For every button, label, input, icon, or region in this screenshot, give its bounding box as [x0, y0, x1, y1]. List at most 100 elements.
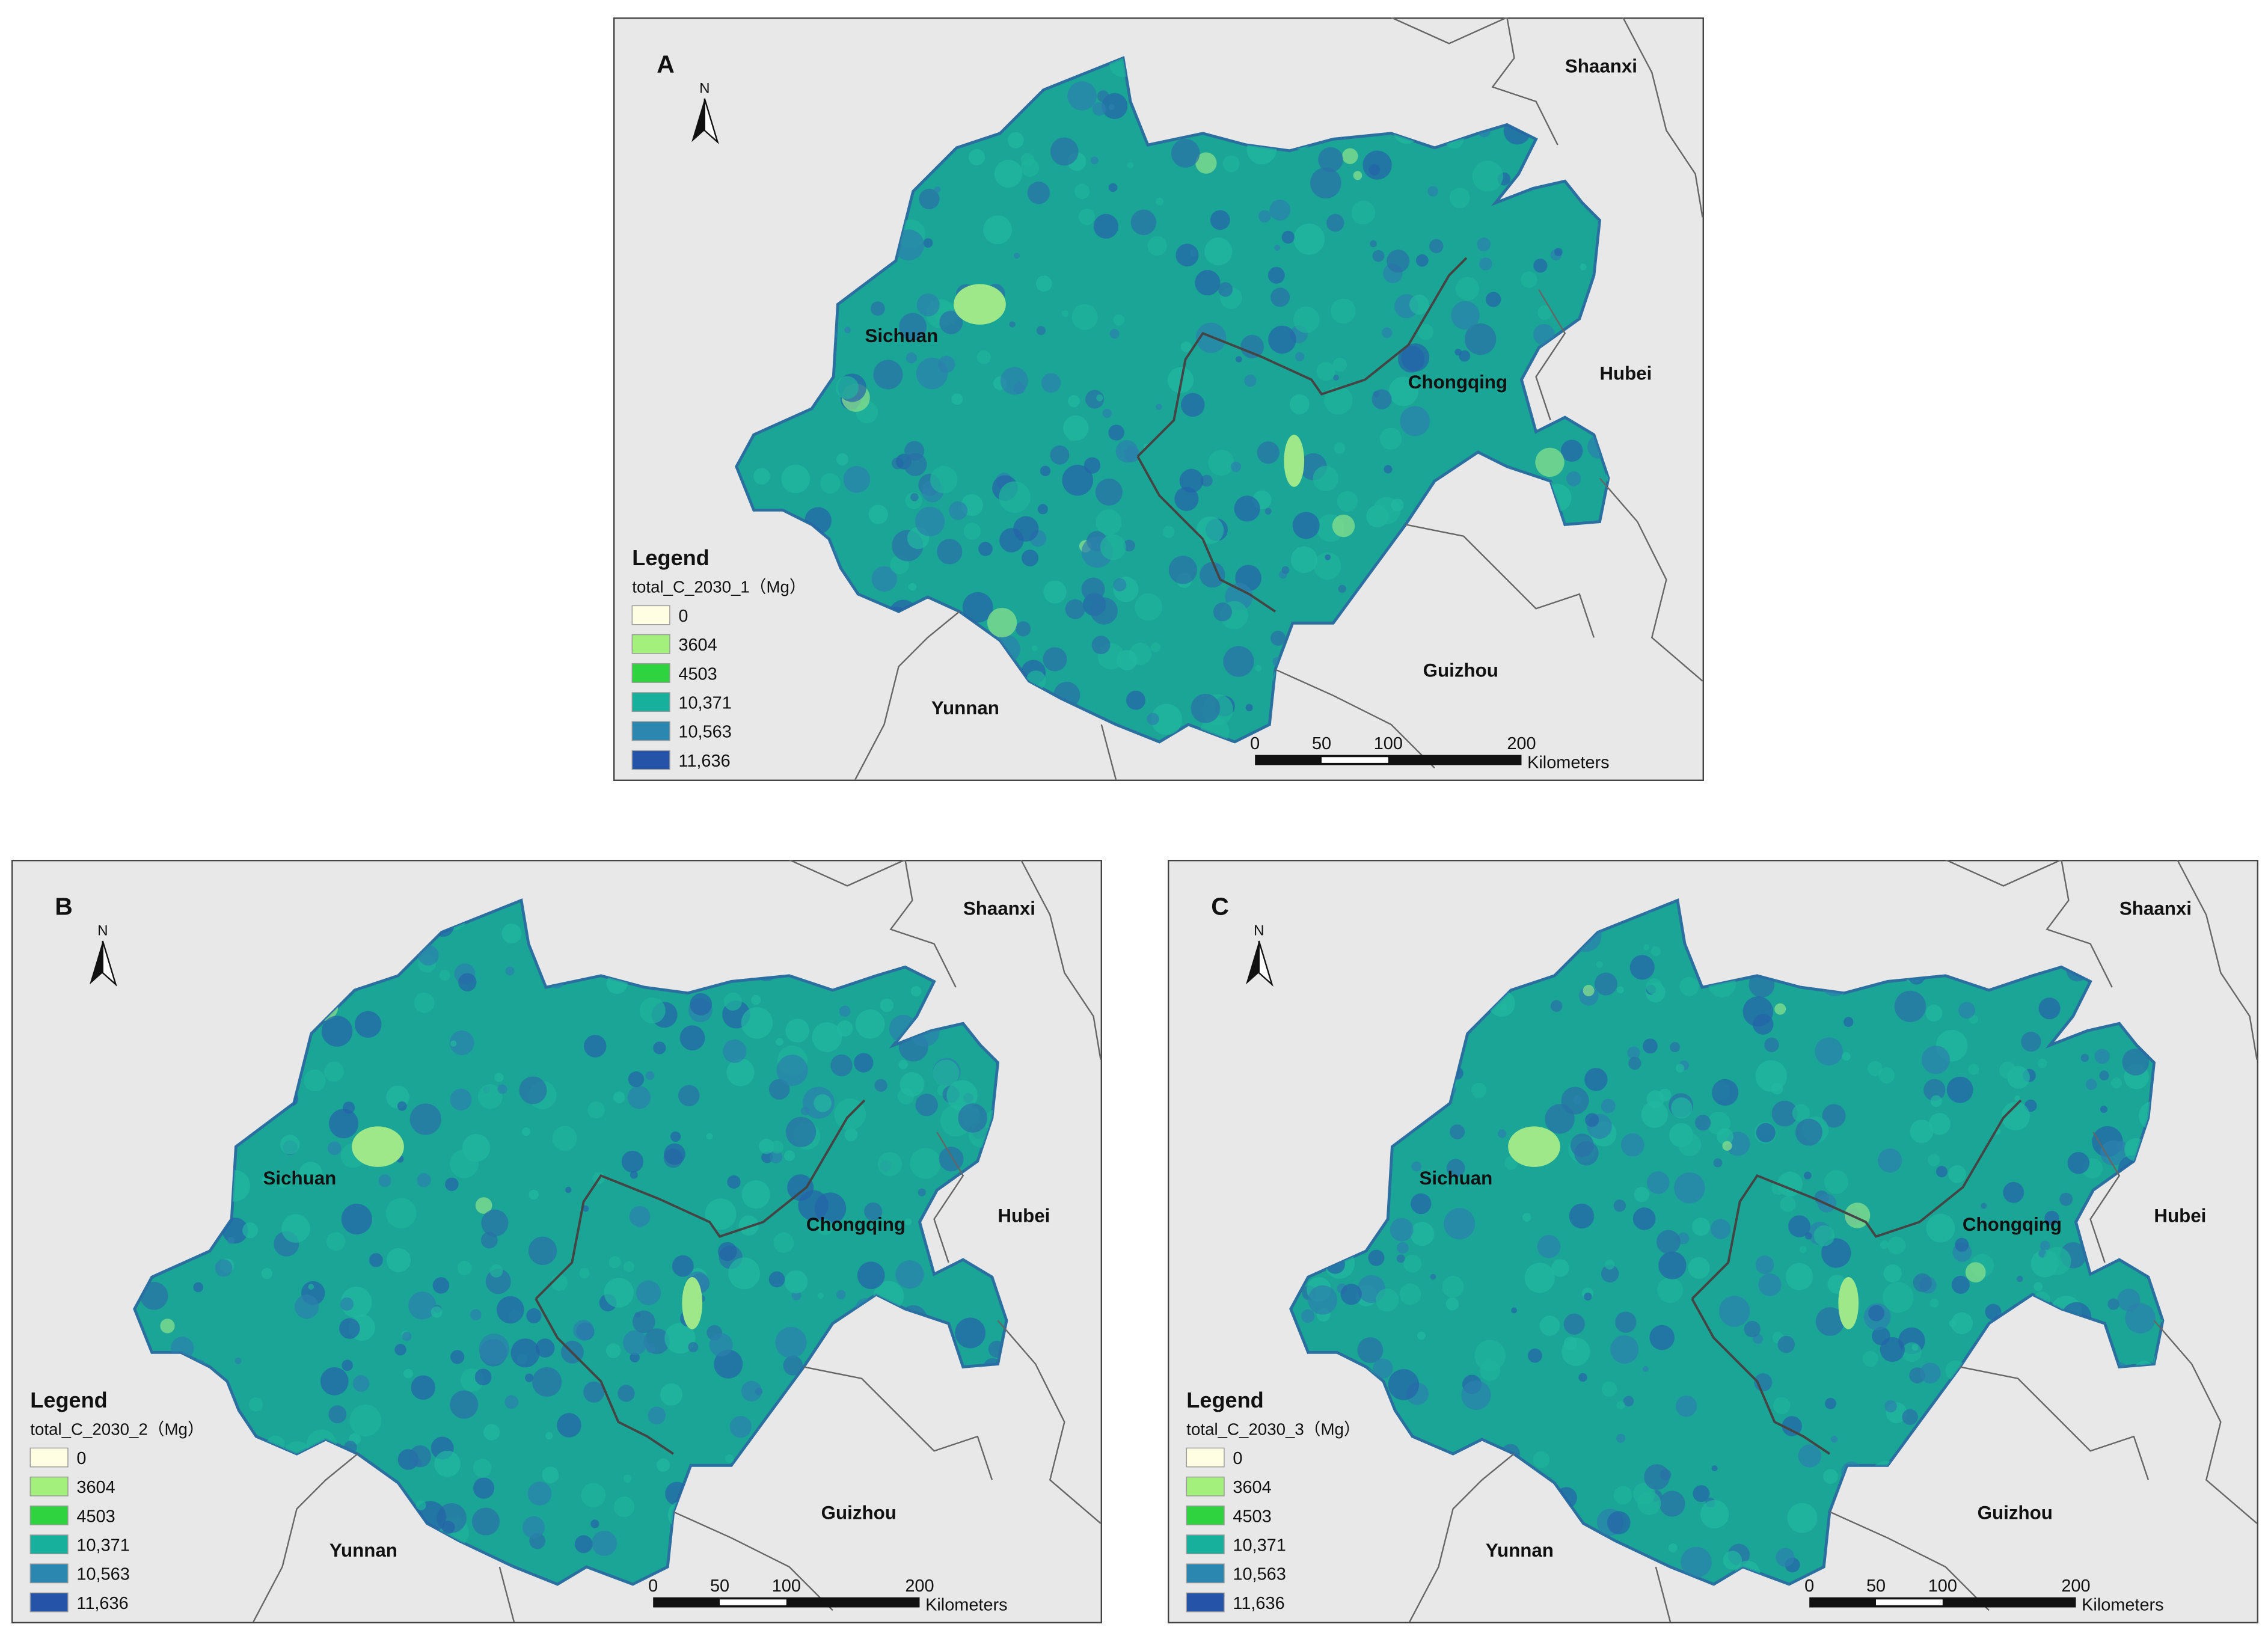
texture-blob — [976, 350, 991, 364]
texture-blob — [1446, 1159, 1465, 1178]
texture-blob — [1472, 161, 1503, 192]
texture-blob — [1880, 1337, 1905, 1362]
texture-blob — [1722, 1141, 1732, 1151]
texture-blob — [529, 1189, 539, 1200]
legend-label: 10,563 — [76, 1565, 129, 1584]
texture-blob — [1535, 447, 1565, 477]
texture-blob — [1647, 1171, 1670, 1194]
texture-blob — [999, 528, 1024, 553]
map: Shaanxi Sichuan Chongqing Hubei Guizhou Yunna… — [11, 860, 1102, 1623]
texture-blob — [916, 357, 948, 390]
texture-blob — [501, 924, 522, 944]
texture-blob — [1658, 1251, 1687, 1279]
texture-blob — [581, 1483, 606, 1508]
texture-blob — [1693, 1485, 1710, 1503]
texture-blob — [1756, 1123, 1776, 1143]
texture-blob — [2100, 1106, 2107, 1114]
place-label: Shaanxi — [963, 898, 1035, 919]
place-label: Chongqing — [1963, 1214, 2062, 1235]
texture-blob — [234, 1357, 242, 1364]
texture-blob — [417, 1173, 431, 1187]
texture-blob — [1780, 1196, 1796, 1213]
texture-blob — [557, 1413, 581, 1438]
province-border — [1945, 860, 2062, 887]
texture-blob — [1430, 1273, 1436, 1280]
texture-blob — [915, 1094, 938, 1117]
texture-blob — [415, 1500, 426, 1510]
legend-swatch — [29, 1563, 69, 1584]
texture-blob — [1771, 1100, 1798, 1127]
texture-blob — [573, 1320, 594, 1341]
texture-blob — [768, 1271, 785, 1288]
chongqing-border — [1691, 1099, 2022, 1300]
province-border — [1535, 289, 1566, 421]
texture-blob — [1764, 1037, 1779, 1052]
texture-blob — [1643, 944, 1650, 951]
texture-blob — [1477, 237, 1491, 251]
texture-blob — [910, 493, 919, 501]
texture-blob — [1100, 534, 1126, 560]
texture-blob — [1902, 1342, 1922, 1362]
texture-blob — [1096, 509, 1122, 536]
texture-blob — [450, 1040, 457, 1047]
texture-blob — [1093, 213, 1119, 239]
texture-blob — [1823, 1469, 1838, 1484]
texture-blob — [1218, 282, 1233, 297]
texture-blob — [481, 1209, 509, 1237]
texture-blob — [1290, 546, 1318, 574]
texture-blob — [1091, 636, 1111, 655]
texture-blob — [1326, 213, 1344, 232]
texture-blob — [1240, 335, 1264, 359]
texture-blob — [369, 1253, 383, 1267]
texture-blob — [1455, 277, 1480, 301]
scale-tick-label: 0 — [1804, 1576, 1814, 1596]
north-arrow — [703, 98, 719, 144]
province-border — [253, 1453, 358, 1623]
texture-blob — [1521, 271, 1537, 288]
texture-blob — [1316, 362, 1335, 381]
texture-blob — [1411, 1161, 1422, 1172]
province-border — [1020, 860, 1102, 1060]
texture-blob — [295, 1294, 319, 1319]
texture-blob — [1675, 1064, 1685, 1073]
texture-blob — [1096, 394, 1103, 402]
texture-blob — [1267, 266, 1285, 284]
texture-blob — [2017, 1275, 2023, 1282]
texture-blob — [836, 1020, 853, 1037]
province-border — [889, 860, 957, 988]
legend-swatch — [1186, 1447, 1225, 1468]
texture-blob — [1926, 1213, 1955, 1243]
texture-blob — [1616, 1401, 1625, 1410]
texture-blob — [1095, 478, 1123, 506]
texture-blob — [1880, 1240, 1889, 1249]
texture-blob — [139, 1282, 168, 1310]
texture-blob — [1181, 393, 1205, 417]
texture-blob — [1310, 167, 1341, 199]
texture-blob — [1332, 514, 1355, 538]
urban-area — [682, 1277, 703, 1329]
legend-label: 10,371 — [1233, 1536, 1286, 1555]
legend-label: 0 — [76, 1449, 86, 1468]
panel-label: B — [55, 893, 73, 921]
texture-blob — [690, 993, 713, 1016]
place-label: Chongqing — [1408, 372, 1507, 393]
texture-blob — [775, 1326, 807, 1358]
texture-blob — [2044, 1210, 2059, 1226]
texture-blob — [1566, 471, 1581, 486]
texture-blob — [1958, 1002, 1975, 1019]
texture-blob — [1946, 1076, 1973, 1103]
texture-blob — [768, 1079, 790, 1100]
texture-blob — [1691, 1218, 1711, 1236]
scale-tick-label: 50 — [710, 1576, 729, 1596]
texture-blob — [496, 1296, 524, 1324]
texture-blob — [1533, 323, 1555, 346]
legend-swatch — [631, 605, 670, 625]
texture-blob — [450, 1390, 479, 1419]
texture-blob — [962, 592, 993, 623]
texture-blob — [1616, 986, 1624, 994]
texture-blob — [1511, 1307, 1517, 1314]
texture-blob — [1928, 1154, 1940, 1166]
texture-blob — [1370, 240, 1377, 247]
texture-blob — [1270, 287, 1290, 307]
texture-blob — [1539, 1316, 1560, 1336]
